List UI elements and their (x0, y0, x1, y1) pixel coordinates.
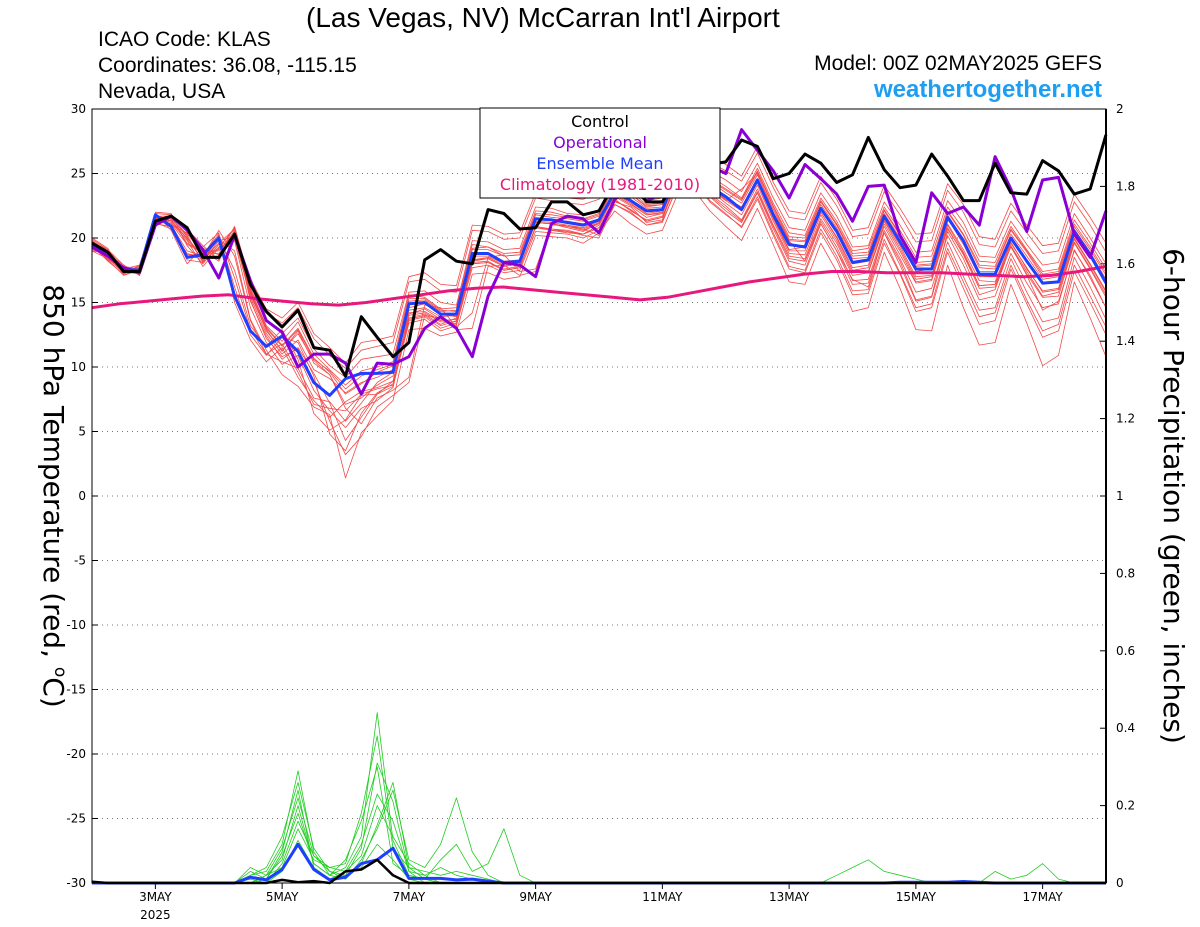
y2-tick-label: 0 (1116, 876, 1124, 890)
control-line (91, 134, 1108, 378)
member-temperature-line (91, 180, 1107, 456)
y2-tick-label: 1.4 (1116, 334, 1135, 348)
member-precip-line (92, 782, 1106, 884)
y2-tick-label: 0.6 (1116, 644, 1135, 658)
member-temperature-line (91, 158, 1107, 386)
region: Nevada, USA (98, 80, 226, 103)
chart-title: (Las Vegas, NV) McCarran Int'l Airport (306, 2, 780, 33)
y2-tick-label: 1.6 (1116, 257, 1135, 271)
y2-tick-label: 1.8 (1116, 179, 1135, 193)
x-tick-label: 17MAY (1023, 890, 1064, 904)
member-precip-lines (92, 712, 1106, 884)
member-temperature-line (91, 167, 1107, 405)
y2-tick-label: 1 (1116, 489, 1124, 503)
y-tick-label: 20 (71, 231, 86, 245)
y-tick-label: -5 (74, 554, 86, 568)
x-tick-label: 11MAY (642, 890, 683, 904)
ensemble-mean-line (91, 165, 1108, 397)
grid-lines (92, 173, 1106, 819)
y-tick-label: -20 (66, 747, 86, 761)
y-tick-label: 30 (71, 102, 86, 116)
member-precip-line (92, 766, 1106, 884)
y-tick-label: -30 (66, 876, 86, 890)
legend-box (479, 107, 721, 199)
legend: Control Operational Ensemble Mean Climat… (479, 107, 721, 199)
legend-ensemble-mean: Ensemble Mean (536, 154, 663, 173)
member-precip-line (92, 762, 1106, 884)
y-tick-label: 25 (71, 167, 86, 181)
legend-operational: Operational (553, 133, 647, 152)
member-temperature-line (91, 160, 1107, 390)
y2-tick-label: 2 (1116, 102, 1124, 116)
y-tick-label: 5 (78, 425, 86, 439)
member-temperature-line (91, 161, 1107, 395)
y-tick-label: -15 (66, 683, 86, 697)
y-tick-label: 0 (78, 489, 86, 503)
member-temperature-line (91, 169, 1107, 441)
x-tick-label: 7MAY (393, 890, 426, 904)
member-precip-line (92, 712, 1106, 884)
y-tick-label: -25 (66, 812, 86, 826)
y-axis-title: 850 hPa Temperature (red, oC) (37, 284, 70, 708)
x-tick-label: 5MAY (266, 890, 299, 904)
x-tick-label: 15MAY (896, 890, 937, 904)
y-tick-label: -10 (66, 618, 86, 632)
member-precip-line (92, 793, 1106, 884)
y2-tick-label: 0.2 (1116, 799, 1135, 813)
site-name: weathertogether.net (873, 76, 1102, 103)
member-precip-line (92, 770, 1106, 884)
axis-ticks: 302520151050-5-10-15-20-25-3021.81.61.41… (66, 102, 1135, 922)
member-precip-line (92, 789, 1106, 884)
operational-line (91, 128, 1108, 396)
member-precip-line (92, 735, 1106, 884)
y2-axis-title: 6-hour Precipitation (green, inches) (1157, 248, 1190, 744)
y-tick-label: 10 (71, 360, 86, 374)
icao-code: ICAO Code: KLAS (98, 28, 271, 51)
ensemble-mean-precip-line (92, 842, 1106, 885)
x-tick-label: 3MAY (139, 890, 172, 904)
y2-tick-label: 1.2 (1116, 412, 1135, 426)
legend-climatology: Climatology (1981-2010) (500, 175, 700, 194)
y-tick-label: 15 (71, 296, 86, 310)
y2-tick-label: 0.8 (1116, 566, 1135, 580)
model-run: Model: 00Z 02MAY2025 GEFS (814, 52, 1102, 75)
y2-tick-label: 0.4 (1116, 721, 1135, 735)
member-precip-line (92, 840, 1106, 884)
x-tick-label: 9MAY (519, 890, 552, 904)
coordinates: Coordinates: 36.08, -115.15 (98, 54, 357, 77)
main-series-lines (91, 128, 1108, 885)
x-tick-label: 13MAY (769, 890, 810, 904)
climatology-line (91, 264, 1107, 310)
member-temperature-line (91, 175, 1107, 412)
x-tick-year: 2025 (140, 908, 171, 922)
legend-control: Control (571, 112, 629, 131)
